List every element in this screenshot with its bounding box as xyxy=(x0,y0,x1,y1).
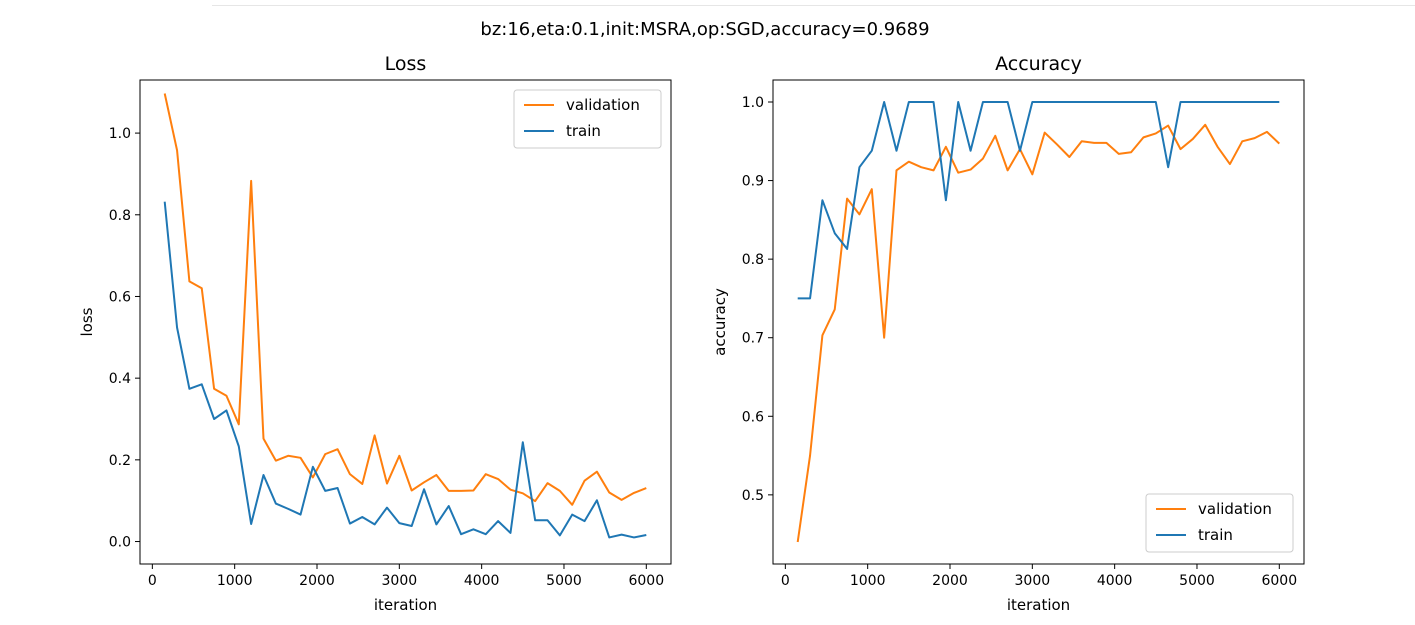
x-tick-label: 3000 xyxy=(1015,573,1051,589)
legend-label-validation: validation xyxy=(1198,500,1272,518)
x-tick-label: 6000 xyxy=(1261,573,1297,589)
y-tick-label: 0.8 xyxy=(742,252,764,268)
x-tick-label: 1000 xyxy=(217,573,253,589)
x-tick-label: 4000 xyxy=(464,573,500,589)
legend-label-train: train xyxy=(566,122,601,140)
series-line-validation xyxy=(796,123,1280,543)
x-tick-label: 2000 xyxy=(932,573,968,589)
x-axis-label: iteration xyxy=(1007,596,1070,614)
y-tick-label: 1.0 xyxy=(742,95,764,111)
legend-label-train: train xyxy=(1198,526,1233,544)
y-tick-label: 0.6 xyxy=(109,289,131,305)
figure-suptitle: bz:16,eta:0.1,init:MSRA,op:SGD,accuracy=… xyxy=(480,19,929,40)
accuracy-chart: Accuracy 0 1000 2000 3000 4000 5000 6000 0.5 0.6 0… xyxy=(711,53,1305,614)
y-tick-label: 0.5 xyxy=(742,488,764,504)
x-tick-label: 3000 xyxy=(382,573,418,589)
legend: validation train xyxy=(1145,493,1294,553)
y-tick-label: 0.0 xyxy=(109,535,131,551)
y-axis-label: accuracy xyxy=(711,288,729,356)
plot-frame xyxy=(772,79,1305,565)
series-line-validation xyxy=(163,93,647,506)
x-tick-label: 5000 xyxy=(546,573,582,589)
x-tick-label: 0 xyxy=(148,573,157,589)
x-tick-label: 1000 xyxy=(850,573,886,589)
x-tick-label: 4000 xyxy=(1097,573,1133,589)
y-tick-label: 0.9 xyxy=(742,174,764,190)
x-axis-label: iteration xyxy=(374,596,437,614)
y-tick-label: 0.4 xyxy=(109,371,131,387)
series-line-train xyxy=(163,201,647,539)
y-tick-label: 0.6 xyxy=(742,409,764,425)
series-line-train xyxy=(797,101,1280,300)
x-tick-label: 2000 xyxy=(299,573,335,589)
chart-title: Accuracy xyxy=(995,53,1082,75)
loss-chart: Loss 0 1000 2000 3000 4000 5000 6000 0.0 0.2 0.4 0.… xyxy=(78,53,672,614)
y-tick-label: 1.0 xyxy=(109,126,131,142)
x-tick-label: 6000 xyxy=(628,573,664,589)
x-tick-label: 5000 xyxy=(1179,573,1215,589)
plot-frame xyxy=(139,79,672,565)
legend-label-validation: validation xyxy=(566,96,640,114)
chart-title: Loss xyxy=(385,53,427,75)
y-tick-label: 0.7 xyxy=(742,331,764,347)
y-axis-label: loss xyxy=(78,307,96,336)
legend: validation train xyxy=(513,89,662,149)
top-divider xyxy=(212,5,1415,6)
y-tick-label: 0.2 xyxy=(109,453,131,469)
x-tick-label: 0 xyxy=(781,573,790,589)
y-tick-label: 0.8 xyxy=(109,208,131,224)
